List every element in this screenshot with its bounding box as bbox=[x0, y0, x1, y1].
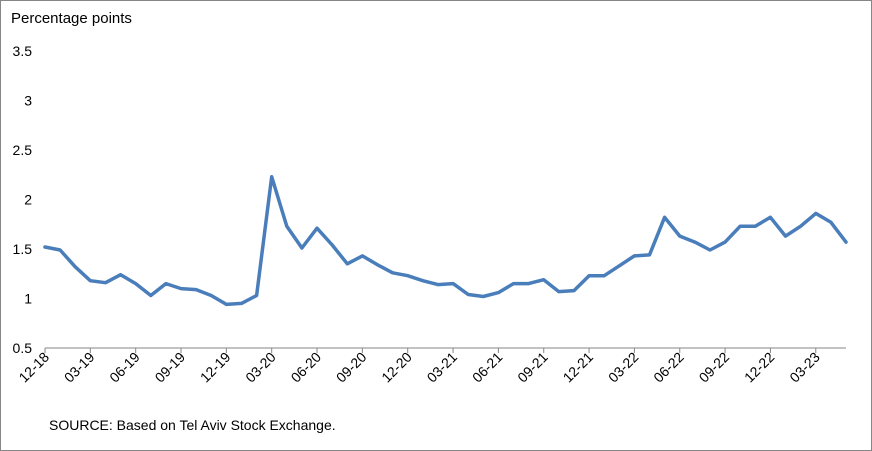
data-point bbox=[436, 283, 440, 287]
source-note: SOURCE: Based on Tel Aviv Stock Exchange… bbox=[49, 417, 336, 433]
x-tick-label: 09-20 bbox=[333, 349, 370, 386]
data-point bbox=[466, 293, 470, 297]
y-tick-label: 3.5 bbox=[13, 43, 33, 59]
x-tick-label: 09-22 bbox=[696, 349, 733, 386]
data-point bbox=[557, 290, 561, 294]
data-point bbox=[406, 274, 410, 278]
data-point bbox=[103, 281, 107, 285]
x-tick-label: 03-22 bbox=[605, 349, 642, 386]
data-point bbox=[753, 224, 757, 228]
x-tick-label: 12-21 bbox=[560, 349, 597, 386]
data-point bbox=[572, 289, 576, 293]
data-point bbox=[723, 240, 727, 244]
y-tick-label: 2 bbox=[24, 192, 32, 208]
data-point bbox=[768, 215, 772, 219]
x-tick-labels: 12-18 03-19 06-19 09-19 12-19 03-20 06-20 09-20… bbox=[15, 349, 823, 386]
data-point bbox=[693, 240, 697, 244]
x-tick-label: 03-19 bbox=[61, 349, 98, 386]
data-point bbox=[255, 294, 259, 298]
x-tick-label: 12-22 bbox=[741, 349, 778, 386]
data-point bbox=[844, 240, 848, 244]
data-point bbox=[451, 282, 455, 286]
data-point bbox=[829, 220, 833, 224]
data-point bbox=[360, 254, 364, 258]
data-point bbox=[496, 291, 500, 295]
data-point bbox=[648, 253, 652, 257]
data-point bbox=[300, 246, 304, 250]
data-point bbox=[179, 287, 183, 291]
data-point bbox=[270, 175, 274, 179]
data-point bbox=[542, 278, 546, 282]
data-point bbox=[119, 273, 123, 277]
x-tick-label: 09-21 bbox=[514, 349, 551, 386]
data-point bbox=[345, 262, 349, 266]
x-tick-label: 09-19 bbox=[152, 349, 189, 386]
data-point bbox=[73, 265, 77, 269]
data-point bbox=[88, 279, 92, 283]
x-tick-label: 06-20 bbox=[288, 349, 325, 386]
data-point bbox=[738, 224, 742, 228]
data-point bbox=[512, 282, 516, 286]
y-tick-labels: 0.5 1 1.5 2 2.5 3 3.5 bbox=[13, 43, 33, 356]
x-tick-label: 12-19 bbox=[197, 349, 234, 386]
data-point bbox=[209, 294, 213, 298]
data-point bbox=[602, 274, 606, 278]
data-point bbox=[632, 254, 636, 258]
data-point bbox=[663, 215, 667, 219]
x-tick-label: 12-20 bbox=[378, 349, 415, 386]
data-point bbox=[149, 294, 153, 298]
data-point bbox=[587, 274, 591, 278]
series-group bbox=[43, 174, 848, 307]
x-tick-label: 03-23 bbox=[786, 349, 823, 386]
data-point bbox=[315, 226, 319, 230]
data-point bbox=[784, 234, 788, 238]
x-tick-label: 06-22 bbox=[650, 349, 687, 386]
y-tick-label: 3 bbox=[24, 93, 32, 109]
data-point bbox=[481, 295, 485, 299]
x-tick-label: 06-19 bbox=[106, 349, 143, 386]
data-point bbox=[239, 301, 243, 305]
data-point bbox=[391, 271, 395, 275]
x-tick-label: 06-21 bbox=[469, 349, 506, 386]
y-tick-label: 2.5 bbox=[13, 142, 33, 158]
series-line bbox=[43, 174, 848, 307]
data-point bbox=[617, 264, 621, 268]
y-tick-label: 0.5 bbox=[13, 340, 33, 356]
x-axis bbox=[44, 347, 846, 353]
data-point bbox=[58, 248, 62, 252]
y-tick-label: 1.5 bbox=[13, 241, 33, 257]
y-axis-label: Percentage points bbox=[11, 10, 132, 27]
data-point bbox=[708, 248, 712, 252]
data-point bbox=[421, 279, 425, 283]
data-point bbox=[799, 224, 803, 228]
data-point bbox=[814, 211, 818, 215]
x-tick-label: 03-21 bbox=[424, 349, 461, 386]
data-point bbox=[134, 282, 138, 286]
data-point bbox=[43, 245, 47, 249]
data-point bbox=[330, 243, 334, 247]
data-point bbox=[527, 282, 531, 286]
data-point bbox=[285, 224, 289, 228]
x-tick-label: 03-20 bbox=[242, 349, 279, 386]
data-point bbox=[224, 302, 228, 306]
data-point bbox=[678, 234, 682, 238]
data-point bbox=[194, 288, 198, 292]
y-tick-label: 1 bbox=[24, 291, 32, 307]
data-point bbox=[164, 282, 168, 286]
data-point bbox=[375, 263, 379, 267]
